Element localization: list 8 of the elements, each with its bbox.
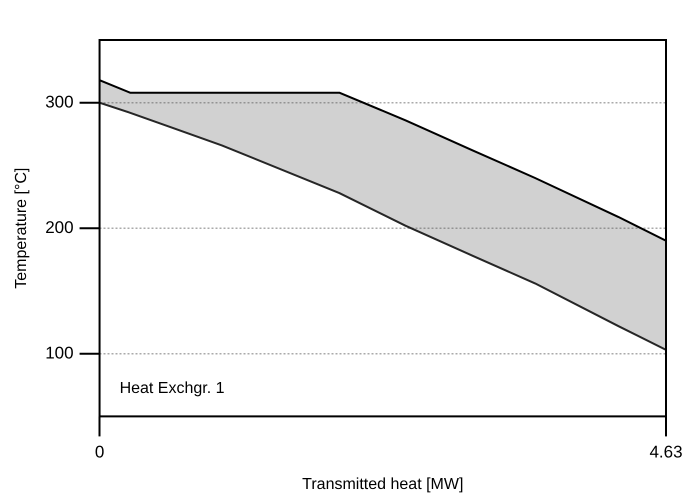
y-axis-title: Temperature [°C] bbox=[13, 168, 30, 289]
y-tick-label: 300 bbox=[45, 92, 74, 112]
x-tick-label: 4.63 bbox=[649, 442, 683, 462]
y-tick-label: 200 bbox=[45, 218, 74, 237]
x-axis-title: Transmitted heat [MW] bbox=[302, 476, 464, 493]
y-tick-label: 100 bbox=[45, 343, 74, 362]
annotation: Heat Exchgr. 1 bbox=[120, 380, 225, 397]
x-tick-label: 0 bbox=[94, 442, 104, 462]
